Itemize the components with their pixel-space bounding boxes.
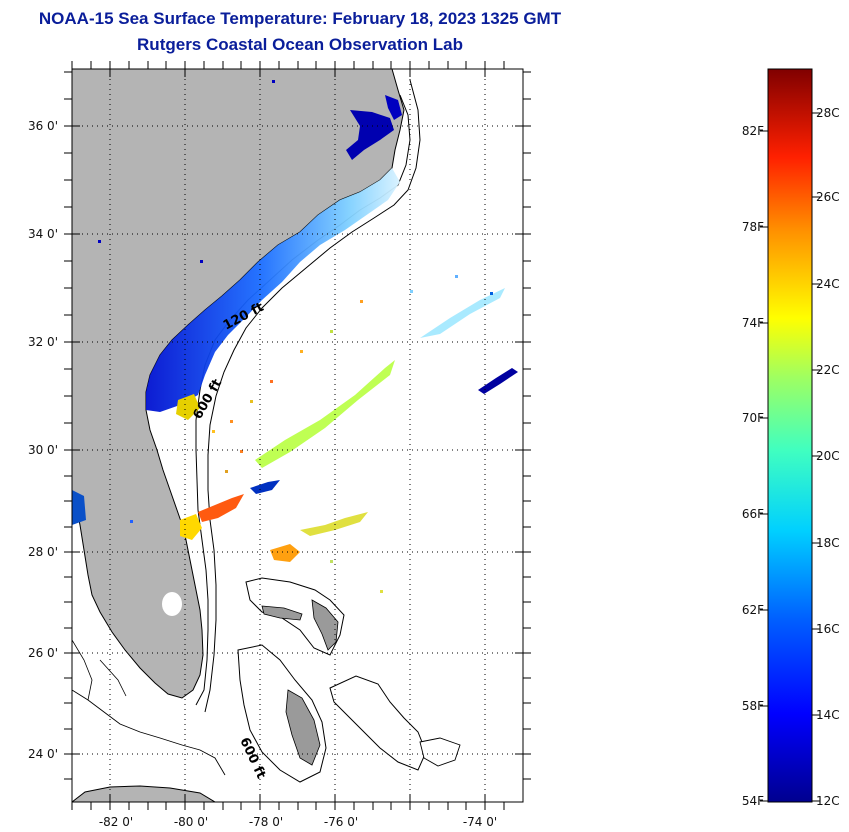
- map-title: NOAA-15 Sea Surface Temperature: Februar…: [38, 9, 562, 28]
- colorbar-f-62: 62F: [742, 603, 764, 617]
- colorbar-f-74: 74F: [742, 316, 764, 330]
- bahamas-island-abaco: [311, 599, 339, 651]
- colorbar-f-66: 66F: [742, 507, 764, 521]
- lon-label-76: -76 0': [324, 815, 358, 829]
- isobath-600ft: [204, 79, 421, 713]
- map-gridlines: [72, 69, 523, 802]
- temperature-colorbar: 82F 78F 74F 70F 66F 62F 58F 54F 28C 26C …: [742, 68, 840, 808]
- colorbar-f-82: 82F: [742, 124, 764, 138]
- lat-label-28: 28 0': [28, 545, 58, 559]
- colorbar-f-54: 54F: [742, 794, 764, 808]
- bahamas-island-grand: [261, 605, 303, 621]
- colorbar-c-16: 16C: [816, 622, 840, 636]
- sst-yellow-patch-north: [176, 394, 200, 420]
- longitude-labels: -82 0' -80 0' -78 0' -76 0' -74 0': [99, 815, 497, 829]
- colorbar-f-70: 70F: [742, 411, 764, 425]
- sst-cold-streak-mid: [250, 480, 280, 494]
- sst-albemarle-sound: [385, 95, 402, 120]
- lat-label-26: 26 0': [28, 646, 58, 660]
- colorbar-c-12: 12C: [816, 794, 840, 808]
- colorbar-c-20: 20C: [816, 449, 840, 463]
- map-area: 120 ft 600 ft 600 ft: [72, 69, 523, 802]
- florida-bay-contour: [72, 639, 127, 701]
- lat-label-30: 30 0': [28, 443, 58, 457]
- lake-okeechobee: [162, 592, 182, 616]
- sst-scattered-pixels: [98, 80, 493, 593]
- sst-gulfstream-warm-patch: [198, 494, 244, 522]
- bahamas-bank-far-east: [419, 737, 461, 767]
- latitude-labels: 36 0' 34 0' 32 0' 30 0' 28 0' 26 0' 24 0…: [28, 119, 58, 761]
- lon-label-78: -78 0': [249, 815, 283, 829]
- lat-label-34: 34 0': [28, 227, 58, 241]
- colorbar-gradient: [767, 68, 813, 803]
- sst-green-filament: [255, 360, 395, 468]
- lat-label-36: 36 0': [28, 119, 58, 133]
- lon-label-82: -82 0': [99, 815, 133, 829]
- colorbar-c-14: 14C: [816, 708, 840, 722]
- colorbar-f-58: 58F: [742, 699, 764, 713]
- lat-label-24: 24 0': [28, 747, 58, 761]
- colorbar-c-28: 28C: [816, 106, 840, 120]
- lon-label-74: -74 0': [463, 815, 497, 829]
- land-cuba: [72, 785, 216, 802]
- map-ticks: [64, 61, 531, 810]
- lon-label-80: -80 0': [174, 815, 208, 829]
- bahamas-bank-east: [329, 675, 427, 771]
- sst-coastal-cold-band: [146, 168, 400, 412]
- bahamas-island-andros: [285, 689, 321, 766]
- sst-cold-patch-gulf: [72, 490, 86, 525]
- colorbar-c-24: 24C: [816, 277, 840, 291]
- sst-orange-eddy: [270, 544, 300, 562]
- map-subtitle: Rutgers Coastal Ocean Observation Lab: [137, 35, 463, 54]
- lat-label-32: 32 0': [28, 335, 58, 349]
- colorbar-c-26: 26C: [816, 190, 840, 204]
- colorbar-c-18: 18C: [816, 536, 840, 550]
- sst-cold-streak-east: [478, 368, 518, 394]
- sst-pamlico-sound: [346, 110, 394, 160]
- sst-gulfstream-yellow-patch: [180, 514, 202, 540]
- sst-light-streak: [420, 288, 505, 338]
- colorbar-c-22: 22C: [816, 363, 840, 377]
- sst-yellow-eddy: [300, 512, 368, 536]
- colorbar-f-78: 78F: [742, 220, 764, 234]
